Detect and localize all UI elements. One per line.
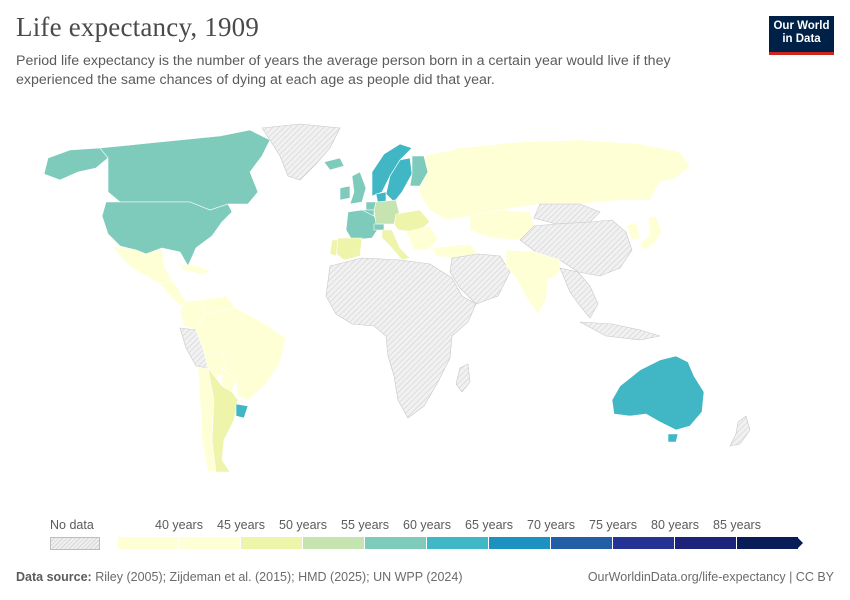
region-balkans[interactable] [405, 225, 439, 251]
region-middle-east[interactable] [449, 253, 511, 305]
data-source-label: Data source: [16, 570, 92, 584]
legend-color-bin [365, 537, 427, 549]
legend-color-bin [489, 537, 551, 549]
chart-subtitle: Period life expectancy is the number of … [16, 53, 671, 88]
legend-color-bin [179, 537, 241, 549]
legend-bin-label: 60 years [403, 518, 451, 532]
region-switzerland[interactable] [373, 223, 385, 231]
legend-bin-label: 65 years [465, 518, 513, 532]
region-central-america[interactable] [159, 279, 187, 307]
source-link[interactable]: OurWorldinData.org/life-expectancy | CC … [587, 570, 834, 584]
legend-color-scale [118, 537, 803, 549]
region-alaska[interactable] [43, 147, 109, 181]
region-southeast-asia[interactable] [559, 267, 599, 319]
region-greenland[interactable] [261, 123, 341, 181]
region-uruguay[interactable] [235, 403, 249, 419]
legend-bin-label: 85 years [713, 518, 761, 532]
legend-bin-label: 40 years [155, 518, 203, 532]
legend-bin-label: 80 years [651, 518, 699, 532]
legend-bin-label: 70 years [527, 518, 575, 532]
region-spain[interactable] [333, 237, 363, 261]
legend-color-bin [303, 537, 365, 549]
legend-color-bin [427, 537, 489, 549]
data-source: Data source: Riley (2005); Zijdeman et a… [16, 570, 463, 584]
region-india[interactable] [505, 249, 561, 315]
region-ireland[interactable] [339, 185, 351, 201]
legend-color-bin [737, 537, 799, 549]
legend-no-data-swatch [50, 537, 100, 550]
region-caribbean[interactable] [177, 263, 214, 275]
region-russia[interactable] [419, 139, 691, 221]
chart-title: Life expectancy, 1909 [16, 12, 260, 42]
region-canada[interactable] [99, 129, 271, 211]
region-argentina[interactable] [207, 367, 239, 473]
legend-bin-label: 50 years [279, 518, 327, 532]
legend-color-bin [241, 537, 303, 549]
region-new-zealand[interactable] [729, 415, 751, 447]
region-france[interactable] [345, 209, 381, 241]
owid-logo[interactable]: Our World in Data [769, 16, 834, 55]
world-map [43, 123, 751, 473]
legend-color-bin [675, 537, 737, 549]
data-source-text: Riley (2005); Zijdeman et al. (2015); HM… [95, 570, 463, 584]
region-united-kingdom[interactable] [349, 171, 367, 205]
region-madagascar[interactable] [455, 363, 471, 393]
legend-bin-label: 55 years [341, 518, 389, 532]
legend-no-data-label: No data [50, 518, 94, 532]
legend-bin-label: 75 years [589, 518, 637, 532]
map-regions [43, 123, 751, 473]
logo-line-1: Our World [773, 20, 830, 32]
region-mongolia[interactable] [533, 203, 601, 225]
region-iceland[interactable] [323, 157, 345, 171]
region-africa[interactable] [325, 257, 477, 419]
region-korea[interactable] [625, 221, 641, 241]
logo-line-2: in Data [782, 33, 821, 45]
region-tasmania[interactable] [667, 433, 679, 443]
region-indonesia[interactable] [579, 321, 661, 341]
legend-bin-label: 45 years [217, 518, 265, 532]
legend-arrow-icon [797, 537, 803, 549]
legend-color-bin [613, 537, 675, 549]
region-australia[interactable] [611, 355, 705, 431]
region-italy[interactable] [381, 229, 411, 261]
legend-color-bin [551, 537, 613, 549]
legend-color-bin [118, 537, 179, 549]
region-portugal[interactable] [329, 239, 339, 257]
region-japan[interactable] [639, 215, 663, 251]
